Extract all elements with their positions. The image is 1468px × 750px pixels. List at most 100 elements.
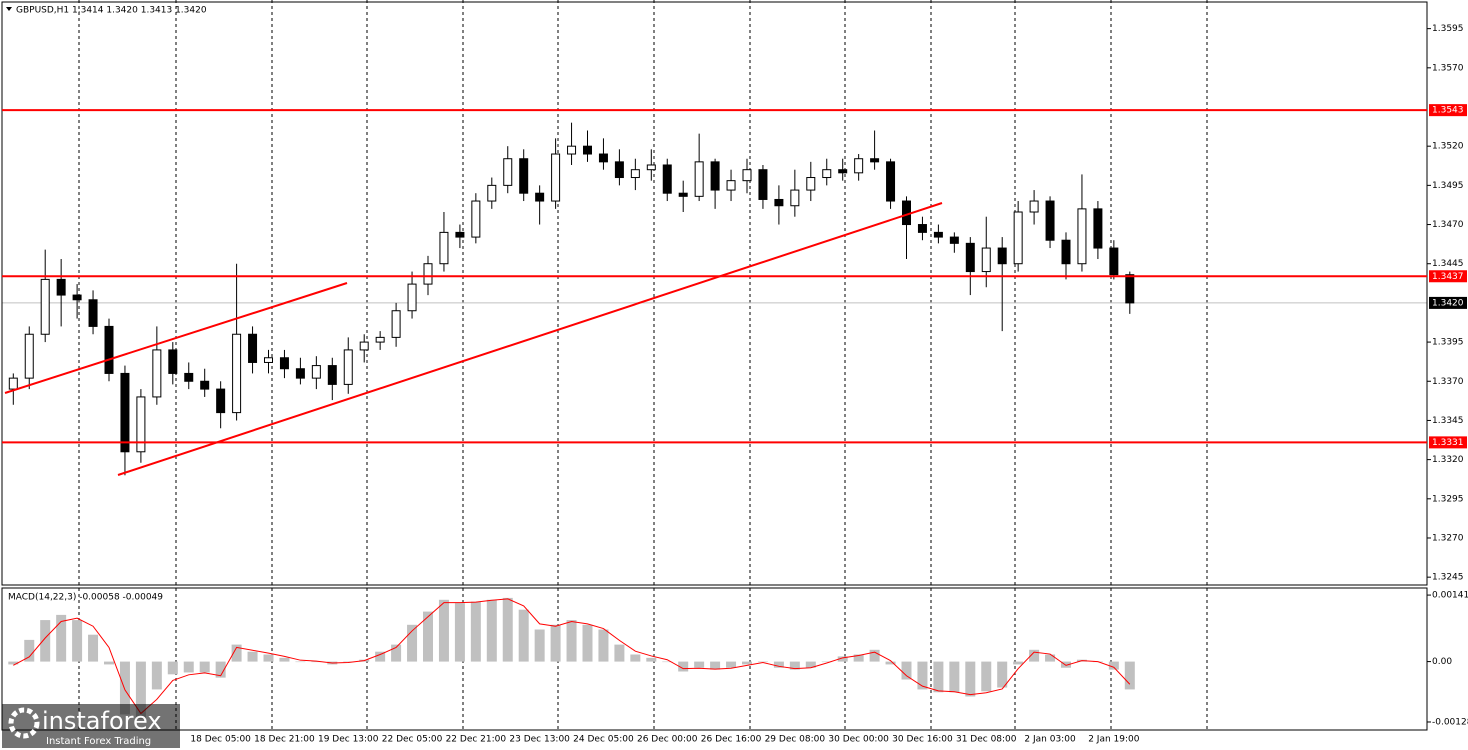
macd-bar [423, 611, 433, 662]
macd-bar [965, 661, 976, 697]
macd-bar [694, 661, 705, 668]
candle-body [662, 164, 672, 194]
trend-line [117, 202, 943, 476]
macd-bar [853, 654, 864, 662]
macd-bar [646, 657, 657, 662]
macd-bar [167, 661, 178, 675]
signal-line [13, 598, 1131, 715]
candle-body [678, 192, 688, 197]
candle-body [1125, 274, 1135, 304]
macd-bar [710, 661, 721, 670]
macd-bar [837, 656, 848, 662]
y-tick-label: 0.00141 [1432, 591, 1468, 601]
x-tick-label: 29 Dec 08:00 [765, 735, 826, 745]
channel-line [4, 282, 348, 394]
candle-body [184, 372, 194, 382]
x-tick-label: 31 Dec 08:00 [956, 735, 1017, 745]
macd-bar [247, 651, 258, 662]
candle-body [551, 153, 561, 202]
macd-bar [502, 597, 513, 662]
last-price-label: 1.3420 [1432, 298, 1464, 308]
x-tick-label: 26 Dec 16:00 [701, 735, 762, 745]
x-tick-label: 22 Dec 21:00 [446, 735, 507, 745]
macd-bar [566, 620, 577, 662]
candle-body [567, 145, 577, 155]
macd-bar [263, 654, 274, 662]
candle-body [726, 180, 736, 191]
candle-body [1061, 239, 1071, 265]
candle-body [583, 145, 592, 155]
candle-body [232, 333, 242, 414]
macd-bar [789, 661, 800, 670]
x-tick-label: 19 Dec 13:00 [318, 735, 379, 745]
watermark-name: instaforex [42, 707, 162, 735]
y-tick-label: 1.3270 [1432, 533, 1464, 543]
macd-bar [1045, 654, 1056, 662]
candle-body [503, 158, 513, 186]
candle-body [471, 200, 481, 238]
candle-body [295, 368, 305, 379]
macd-bar [614, 644, 625, 662]
candle-body [630, 169, 640, 179]
macd-bar [917, 661, 928, 690]
level-label: 1.3437 [1432, 272, 1464, 282]
macd-bar [678, 661, 689, 672]
macd-bar [598, 629, 609, 662]
candle-body [391, 310, 401, 338]
macd-bar [534, 629, 545, 662]
macd-bar [662, 661, 673, 663]
candle-body [88, 299, 98, 327]
macd-bar [119, 661, 130, 715]
macd-bar [1124, 661, 1135, 690]
macd-bar [885, 661, 896, 665]
macd-bar [183, 661, 194, 673]
candle-body [72, 294, 82, 301]
macd-bar [311, 661, 322, 663]
candle-body [1093, 208, 1103, 249]
candle-body [694, 161, 704, 197]
candle-body [1013, 211, 1023, 265]
candle-body [375, 336, 385, 343]
macd-bar [486, 599, 497, 662]
x-tick-label: 18 Dec 05:00 [190, 735, 251, 745]
candle-body [120, 372, 130, 453]
candle-body [327, 365, 337, 385]
candle-body [710, 161, 720, 191]
candle-body [758, 169, 768, 200]
macd-bar [72, 620, 83, 662]
macd-bar [438, 599, 449, 662]
candle-body [56, 278, 66, 296]
macd-bar [135, 661, 146, 720]
macd-bar [215, 661, 226, 678]
y-tick-label: 1.3445 [1432, 259, 1464, 269]
price-panel-frame [1, 1, 1428, 586]
y-tick-label: 1.3495 [1432, 181, 1464, 191]
candle-body [279, 357, 289, 370]
macd-bar [151, 661, 162, 690]
macd-bar [1013, 661, 1024, 665]
candle-body [1045, 200, 1055, 241]
candle-body [487, 184, 497, 202]
macd-bar [630, 654, 641, 662]
macd-bar [773, 661, 784, 668]
candle-body [216, 388, 226, 414]
macd-bar [582, 624, 593, 662]
macd-bar [997, 661, 1008, 688]
candle-body [598, 153, 608, 163]
macd-bar [726, 661, 737, 668]
candle-body [1029, 200, 1039, 213]
macd-bar [391, 644, 402, 662]
plot-marks [2, 122, 1427, 720]
candle-body [870, 158, 880, 163]
macd-bar [199, 661, 210, 673]
candle-body [455, 231, 465, 238]
level-box [1429, 270, 1467, 283]
candle-body [200, 380, 210, 390]
x-tick-label: 22 Dec 05:00 [382, 735, 443, 745]
macd-bar [88, 634, 99, 662]
candle-body [104, 325, 114, 374]
candle-body [949, 236, 959, 244]
level-box [1429, 104, 1467, 117]
y-tick-label: 0.00 [1432, 657, 1452, 667]
candle-body [311, 365, 321, 379]
